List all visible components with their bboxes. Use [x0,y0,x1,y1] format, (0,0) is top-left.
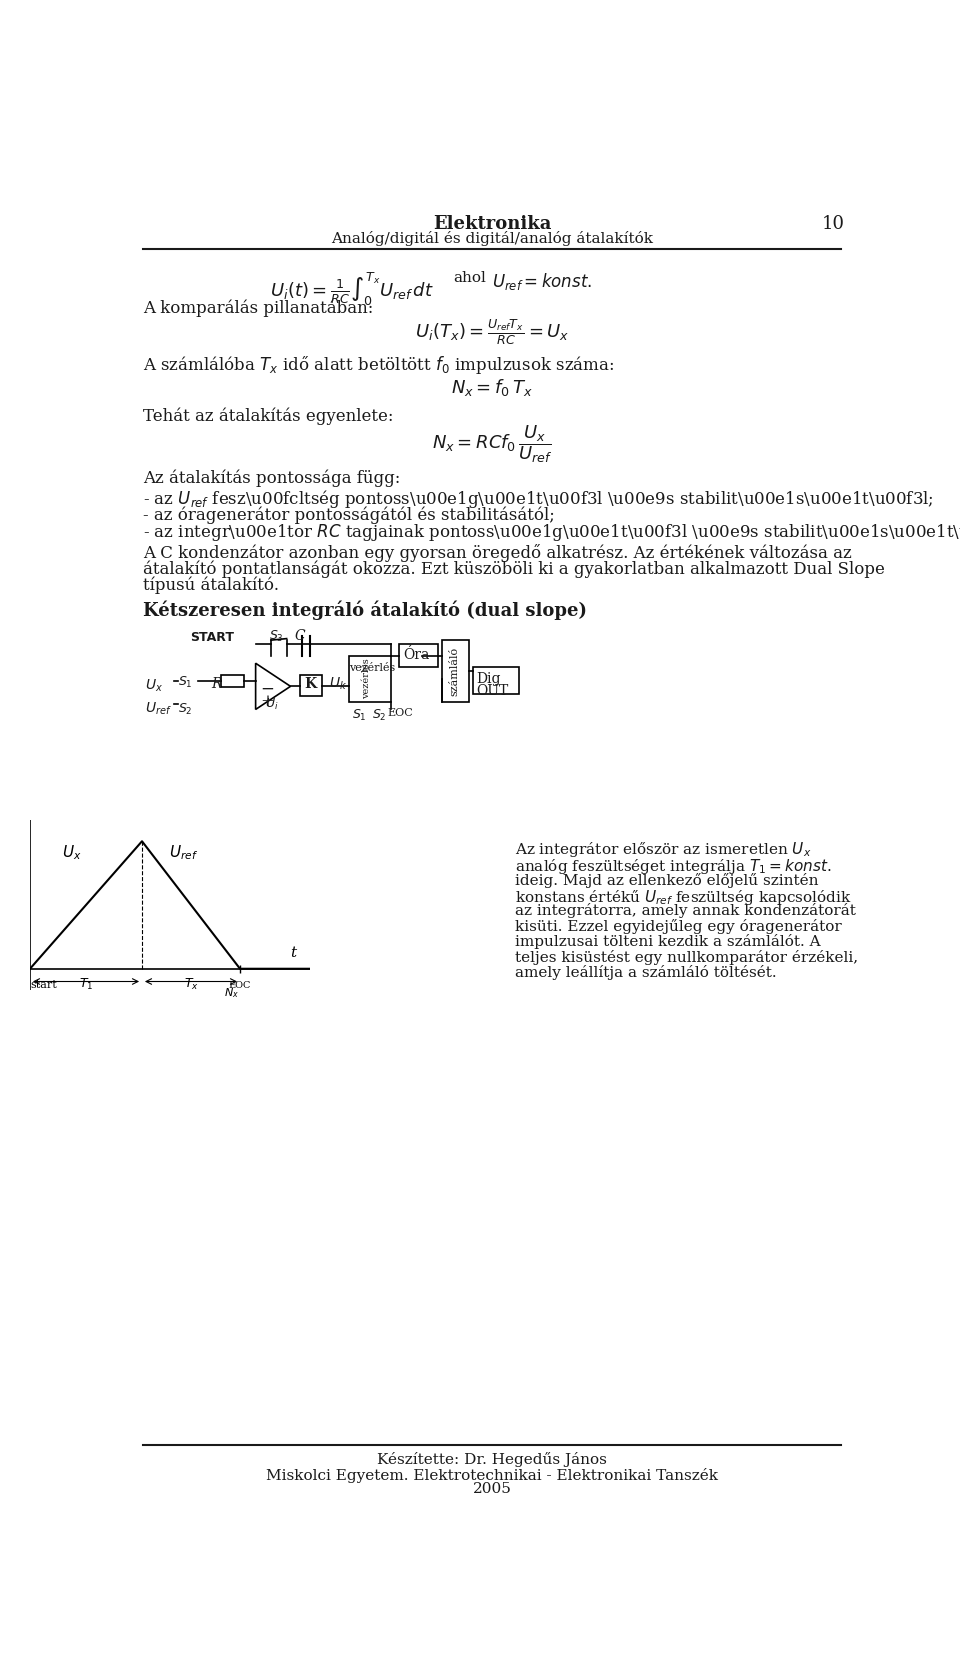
Text: $S_2$: $S_2$ [372,708,387,723]
Text: A C kondenzátor azonban egy gyorsan öregedő alkatrész. Az értékének változása az: A C kondenzátor azonban egy gyorsan öreg… [143,543,852,562]
Text: teljes kisüstést egy nullkomparátor érzékeli,: teljes kisüstést egy nullkomparátor érzé… [516,949,858,964]
Text: impulzusai tölteni kezdik a számlálót. A: impulzusai tölteni kezdik a számlálót. A [516,934,821,949]
Text: C: C [295,629,305,642]
Bar [221,674,244,688]
Text: Az átalakítás pontossága függ:: Az átalakítás pontossága függ: [143,470,400,486]
Text: $U_k$: $U_k$ [329,676,348,693]
Text: ideig. Majd az ellenkező előjelű szintén: ideig. Majd az ellenkező előjelű szintén [516,872,819,887]
Text: $U_{ref} = konst.$: $U_{ref} = konst.$ [492,270,592,292]
Text: $U_x$: $U_x$ [62,844,82,862]
Text: K: K [304,678,317,691]
Text: OUT: OUT [476,684,509,698]
Text: $U_i(T_x) = \frac{U_{ref}T_x}{RC} = U_x$: $U_i(T_x) = \frac{U_{ref}T_x}{RC} = U_x$ [415,317,569,347]
Bar [442,641,468,701]
Text: vezérlés: vezérlés [362,659,371,699]
Text: EOC: EOC [228,981,252,989]
Text: $S_3$: $S_3$ [269,629,283,644]
Text: Kétszeresen integráló átalakító (dual slope): Kétszeresen integráló átalakító (dual sl… [143,600,588,619]
Text: START: START [190,631,233,644]
Text: - az integr\u00e1tor $RC$ tagjainak pontoss\u00e1g\u00e1t\u00f3l \u00e9s stabili: - az integr\u00e1tor $RC$ tagjainak pont… [143,522,960,543]
Text: ahol: ahol [453,270,486,285]
Text: az integrátorra, amely annak kondenzátorát: az integrátorra, amely annak kondenzátor… [516,904,856,919]
Text: Analóg/digitál és digitál/analóg átalakítók: Analóg/digitál és digitál/analóg átalakí… [331,230,653,245]
Text: $T_1$: $T_1$ [79,978,93,993]
Text: típusú átalakító.: típusú átalakító. [143,577,279,594]
Text: $U_{ref}$: $U_{ref}$ [145,701,172,716]
Text: $S_1$: $S_1$ [352,708,367,723]
Text: 10: 10 [822,215,845,233]
Text: start: start [30,979,57,989]
Text: $S_1$: $S_1$ [179,674,193,689]
Text: $N_x = RCf_0\,\dfrac{U_x}{U_{ref}}$: $N_x = RCf_0\,\dfrac{U_x}{U_{ref}}$ [432,423,552,465]
Text: Miskolci Egyetem. Elektrotechnikai - Elektronikai Tanszék: Miskolci Egyetem. Elektrotechnikai - Ele… [266,1467,718,1482]
Bar [399,644,438,667]
Text: $N_x$: $N_x$ [224,986,239,999]
Text: −: − [260,681,275,698]
Text: analóg feszültséget integrálja $T_1 = konst.$: analóg feszültséget integrálja $T_1 = ko… [516,857,831,877]
Text: A számlálóba $T_x$ idő alatt betöltött $f_0$ impulzusok száma:: A számlálóba $T_x$ idő alatt betöltött $… [143,354,614,376]
Text: $U_i$: $U_i$ [265,698,278,713]
Text: vezérlés: vezérlés [349,662,396,672]
Text: $U_i(t) = \frac{1}{RC}\int_0^{T_x}U_{ref}\,dt$: $U_i(t) = \frac{1}{RC}\int_0^{T_x}U_{ref… [271,270,435,307]
Text: átalakító pontatlanságát okozza. Ezt küszöböli ki a gyakorlatban alkalmazott Dua: átalakító pontatlanságát okozza. Ezt küs… [143,560,885,577]
Text: Az integrátor először az ismeretlen $U_x$: Az integrátor először az ismeretlen $U_x… [516,840,811,859]
Text: számláló: számláló [450,646,460,696]
Text: $U_x$: $U_x$ [145,678,163,694]
Text: $S_2$: $S_2$ [179,701,193,716]
Text: EOC: EOC [388,708,413,718]
Bar [472,667,519,694]
Text: Készítette: Dr. Hegedűs János: Készítette: Dr. Hegedűs János [377,1452,607,1467]
Text: Óra: Óra [403,647,429,662]
Text: - az $U_{ref}$ fesz\u00fcltség pontoss\u00e1g\u00e1t\u00f3l \u00e9s stabilit\u00: - az $U_{ref}$ fesz\u00fcltség pontoss\u… [143,488,934,510]
Bar [300,674,322,696]
Text: $N_x = f_0\,T_x$: $N_x = f_0\,T_x$ [451,377,533,397]
Text: A komparálás pillanatában:: A komparálás pillanatában: [143,300,373,317]
Text: $T_x$: $T_x$ [183,978,199,993]
Text: kisüti. Ezzel egyidejűleg egy óragenerátor: kisüti. Ezzel egyidejűleg egy óragenerát… [516,919,842,934]
Text: amely leállítja a számláló töltését.: amely leállítja a számláló töltését. [516,964,777,979]
Text: Dig: Dig [476,672,501,686]
Text: konstans értékű $U_{ref}$ feszültség kapcsolódik: konstans értékű $U_{ref}$ feszültség kap… [516,889,852,907]
Text: t: t [290,946,296,961]
Text: - az óragenerátor pontosságától és stabilitásától;: - az óragenerátor pontosságától és stabi… [143,506,555,523]
Text: Tehát az átalakítás egyenlete:: Tehát az átalakítás egyenlete: [143,408,394,424]
Text: R: R [211,678,222,691]
Text: 2005: 2005 [472,1482,512,1496]
Bar [348,656,392,701]
Text: +: + [260,693,275,709]
Polygon shape [255,662,291,709]
Text: Elektronika: Elektronika [433,215,551,233]
Text: $U_{ref}$: $U_{ref}$ [169,844,199,862]
